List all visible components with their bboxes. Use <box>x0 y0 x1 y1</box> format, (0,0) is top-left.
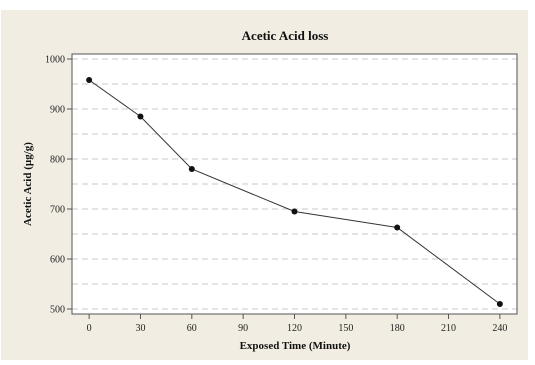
x-tick-label: 210 <box>441 323 456 334</box>
x-tick-label: 120 <box>287 323 302 334</box>
series-line-group <box>86 77 503 307</box>
y-tick-label: 600 <box>50 255 65 266</box>
axes: 500 600 700 800 900 1000 0 30 60 90 120 150 180 210 24… <box>45 55 507 335</box>
x-tick-label: 90 <box>238 323 248 334</box>
x-tick-label: 0 <box>87 323 92 334</box>
x-tick-label: 30 <box>135 323 145 334</box>
data-point <box>394 224 401 231</box>
y-tick-label: 800 <box>50 155 65 166</box>
data-point <box>188 166 195 172</box>
x-axis-label: Exposed Time (Minute) <box>240 340 351 352</box>
x-tick-label: 240 <box>492 323 507 334</box>
x-tick-label: 150 <box>338 323 353 334</box>
y-tick-label: 900 <box>50 105 65 116</box>
series-line <box>88 79 501 305</box>
y-tick-label: 700 <box>50 205 65 216</box>
y-tick-label: 1000 <box>45 55 65 66</box>
y-axis-label: Acetic Acid (µg/g) <box>22 142 34 226</box>
data-point <box>86 77 93 83</box>
data-point <box>137 113 144 120</box>
data-point <box>291 208 298 215</box>
x-tick-label: 180 <box>390 323 405 334</box>
x-tick-label: 60 <box>187 323 197 334</box>
y-tick-label: 500 <box>50 305 65 316</box>
data-point <box>496 301 503 307</box>
chart-title: Acetic Acid loss <box>242 28 329 43</box>
